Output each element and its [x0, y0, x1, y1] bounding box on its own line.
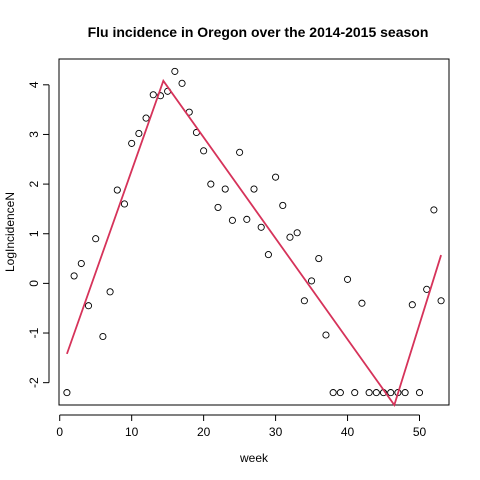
- y-tick-label: -2: [27, 377, 41, 388]
- data-point: [408, 301, 416, 309]
- y-tick-label: 3: [27, 131, 41, 138]
- plot-frame: [58, 58, 450, 406]
- data-point: [171, 67, 179, 75]
- data-point: [401, 389, 409, 397]
- data-point: [343, 275, 352, 283]
- y-axis: -2 -1 0 1 2 3 4: [27, 81, 50, 388]
- data-point: [120, 200, 129, 208]
- y-tick-label: -1: [27, 327, 41, 338]
- y-tick-label: 2: [27, 180, 41, 187]
- data-point: [243, 215, 251, 223]
- data-point: [200, 147, 208, 155]
- y-tick-label: 1: [27, 230, 41, 237]
- data-point: [272, 173, 280, 181]
- data-point: [308, 277, 316, 285]
- data-point: [372, 389, 380, 397]
- data-point: [250, 185, 258, 193]
- x-tick-label: 40: [341, 425, 355, 439]
- x-tick-label: 50: [413, 425, 427, 439]
- data-point: [279, 201, 287, 209]
- data-point: [77, 259, 85, 268]
- data-point: [286, 233, 294, 241]
- data-point: [99, 332, 107, 341]
- data-point: [214, 203, 222, 211]
- data-point: [178, 79, 186, 87]
- data-point: [135, 129, 143, 138]
- data-point: [70, 272, 78, 280]
- data-point: [358, 299, 366, 307]
- data-point: [113, 186, 121, 194]
- data-point: [387, 389, 395, 397]
- data-point: [106, 288, 114, 296]
- data-point: [351, 389, 359, 397]
- data-point: [221, 185, 229, 193]
- data-point: [437, 297, 445, 305]
- data-point: [430, 206, 438, 214]
- x-tick-label: 30: [269, 425, 283, 439]
- data-point: [415, 389, 424, 397]
- data-point: [264, 251, 272, 259]
- data-point: [293, 229, 301, 237]
- x-axis-label: week: [239, 451, 269, 465]
- data-point: [207, 180, 215, 188]
- data-point: [329, 389, 337, 397]
- data-point: [142, 114, 150, 122]
- data-point: [300, 297, 308, 305]
- data-point: [128, 139, 136, 147]
- x-tick-label: 0: [56, 425, 63, 439]
- data-point: [63, 389, 71, 397]
- x-tick-label: 10: [125, 425, 139, 439]
- data-point: [365, 389, 373, 397]
- x-axis: 0 10 20 30 40 50: [56, 414, 427, 439]
- data-point: [228, 216, 236, 224]
- data-point: [322, 331, 330, 339]
- data-point: [92, 235, 100, 243]
- y-axis-label: LogIncidenceN: [3, 192, 17, 272]
- data-point: [257, 223, 265, 231]
- data-point: [236, 148, 244, 156]
- y-tick-label: 0: [27, 280, 41, 287]
- data-point: [149, 91, 157, 99]
- y-tick-label: 4: [27, 81, 41, 88]
- fit-line: [66, 78, 442, 407]
- chart-title: Flu incidence in Oregon over the 2014-20…: [88, 24, 429, 40]
- plot-marks: [63, 67, 445, 407]
- data-point: [84, 302, 93, 310]
- x-tick-label: 20: [197, 425, 211, 439]
- data-point: [336, 389, 344, 397]
- data-point: [315, 255, 323, 263]
